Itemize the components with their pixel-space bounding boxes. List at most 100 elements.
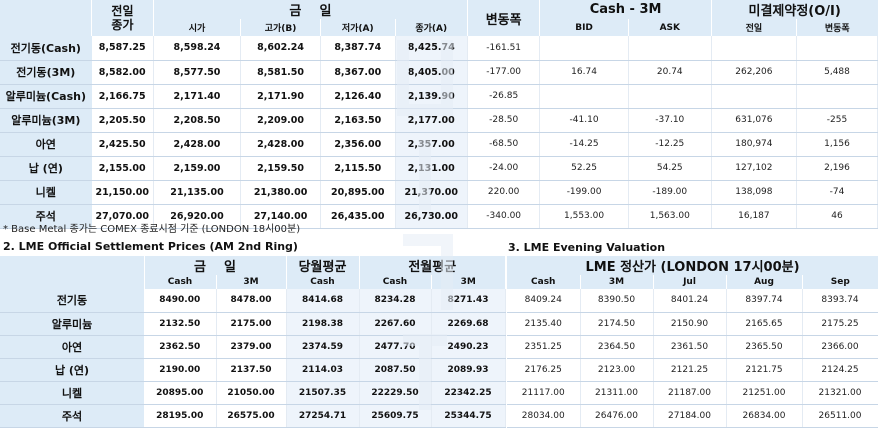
cell-p3m: 2490.23 [431,335,506,359]
bid-header: BID [539,19,629,36]
cell-cash: 20895.00 [144,381,217,405]
cell-oichg: 46 [796,204,878,229]
cell-pcash: 2267.60 [359,312,432,336]
cell-sep: 2175.25 [802,312,878,336]
oi-change-header: 변동폭 [795,19,878,36]
table-row: 니켈 21,150.00 21,135.00 21,380.00 20,895.00 21… [0,180,878,205]
cell-jul: 2361.50 [653,335,727,359]
cash3m-header: Cash - 3M [539,0,712,19]
cell-cash: 2362.50 [144,335,217,359]
cell-cash: 8490.00 [144,289,217,313]
cell-bid [539,36,629,61]
close-header: 종가(A) [394,19,468,36]
cell-ask: 1,563.00 [628,204,712,229]
cell-low: 20,895.00 [320,180,396,205]
cell-ask: -189.00 [628,180,712,205]
prev-month-avg-header: 전월평균 [358,256,505,275]
cell-high: 2,171.90 [240,84,321,109]
cell-chg: -68.50 [467,132,541,157]
cell-open: 2,171.40 [153,84,242,109]
section2-title: 2. LME Official Settlement Prices (AM 2n… [3,240,298,253]
cell-cash: 2351.25 [507,335,581,359]
cell-m3: 8478.00 [216,289,287,313]
table-row: 알루미늄(3M) 2,205.50 2,208.50 2,209.00 2,163.50… [0,108,878,133]
cell-aug: 26834.00 [726,404,803,428]
cash-header: Cash [143,275,216,289]
metal-label: 납 (연) [0,156,92,181]
cell-cash: 2190.00 [144,358,217,382]
cell-sep: 8393.74 [802,289,878,313]
cell-close: 21,370.00 [395,180,468,205]
cell-jul: 21187.00 [653,381,727,405]
cell-cash: 2132.50 [144,312,217,336]
cell-chg: 220.00 [467,180,541,205]
table-row: 전기동(3M) 8,582.00 8,577.50 8,581.50 8,367.00 8… [0,60,878,85]
cell-ask: -37.10 [628,108,712,133]
cell-ask [628,84,712,109]
table-row: 알루미늄 2132.50 2175.00 2198.38 2267.60 2269.68 [0,312,506,336]
cell-bid: -199.00 [539,180,629,205]
cell-chg: -177.00 [467,60,541,85]
cell-m3: 2137.50 [216,358,287,382]
cell-high: 8,581.50 [240,60,321,85]
cell-chg: -26.85 [467,84,541,109]
prev-close-line2: 종가 [111,18,134,32]
cell-p3m: 2089.93 [431,358,506,382]
low-header: 저가(A) [320,19,396,36]
cell-m3: 26575.00 [216,404,287,428]
cell-low: 2,115.50 [320,156,396,181]
cell-jul: 27184.00 [653,404,727,428]
cell-m3: 21050.00 [216,381,287,405]
cell-bid: -14.25 [539,132,629,157]
cell-chg: -161.51 [467,36,541,61]
cell-sep: 21321.00 [802,381,878,405]
cell-aug: 21251.00 [726,381,803,405]
lme-price-table: 전일 종가 금 일 변동폭 Cash - 3M 미결제약정(O/I) 시가 고가… [0,0,878,229]
cell-oi: 180,974 [711,132,797,157]
cell-sep: 26511.00 [802,404,878,428]
settlement-price-table: 금 일 당월평균 전월평균 Cash 3M Cash Cash 3M 전기동 84… [0,256,506,428]
cell-ask: -12.25 [628,132,712,157]
cell-mcash: 2198.38 [286,312,360,336]
cell-cash: 21117.00 [507,381,581,405]
change-header: 변동폭 [466,0,540,36]
cell-p3m: 2269.68 [431,312,506,336]
footnote: * Base Metal 종가는 COMEX 종료시점 기준 (LONDON 1… [3,224,301,235]
evening-valuation-table: LME 정산가 (LONDON 17시00분) Cash 3M Jul Aug … [507,256,878,428]
cell-aug: 2165.65 [726,312,803,336]
cell-open: 2,208.50 [153,108,242,133]
cell-oi: 631,076 [711,108,797,133]
metal-label: 전기동(Cash) [0,36,92,61]
cell-sep: 2366.00 [802,335,878,359]
cell-ask [628,36,712,61]
cell-cash: 28195.00 [144,404,217,428]
cell-aug: 2365.50 [726,335,803,359]
metal-label: 알루미늄 [0,312,144,336]
cell-low: 26,435.00 [320,204,396,229]
cell-open: 8,577.50 [153,60,242,85]
table-row: 21117.00 21311.00 21187.00 21251.00 21321.00 [507,381,878,405]
cell-close: 2,357.00 [395,132,468,157]
cell-m3: 26476.00 [580,404,654,428]
table-row: 니켈 20895.00 21050.00 21507.35 22229.50 22342.… [0,381,506,405]
table-row: 알루미늄(Cash) 2,166.75 2,171.40 2,171.90 2,126.… [0,84,878,109]
today-header: 금 일 [143,256,286,275]
cell-chg: -340.00 [467,204,541,229]
cell-open: 26,920.00 [153,204,242,229]
cell-pcash: 8234.28 [359,289,432,313]
cell-pcash: 25609.75 [359,404,432,428]
cell-prev: 2,155.00 [91,156,154,181]
cell-oi [711,84,797,109]
metal-label: 주석 [0,404,144,428]
table-row: 아연 2,425.50 2,428.00 2,428.00 2,356.00 2,357.… [0,132,878,157]
cell-cash: 2176.25 [507,358,581,382]
cell-pcash: 22229.50 [359,381,432,405]
cell-p3m: 25344.75 [431,404,506,428]
table-row: 주석 27,070.00 26,920.00 27,140.00 26,435.00 26… [0,204,878,229]
metal-label: 전기동 [0,289,144,313]
cell-oi: 262,206 [711,60,797,85]
cell-oichg [796,36,878,61]
cell-low: 8,367.00 [320,60,396,85]
cell-high: 8,602.24 [240,36,321,61]
today-header: 금 일 [152,0,468,19]
